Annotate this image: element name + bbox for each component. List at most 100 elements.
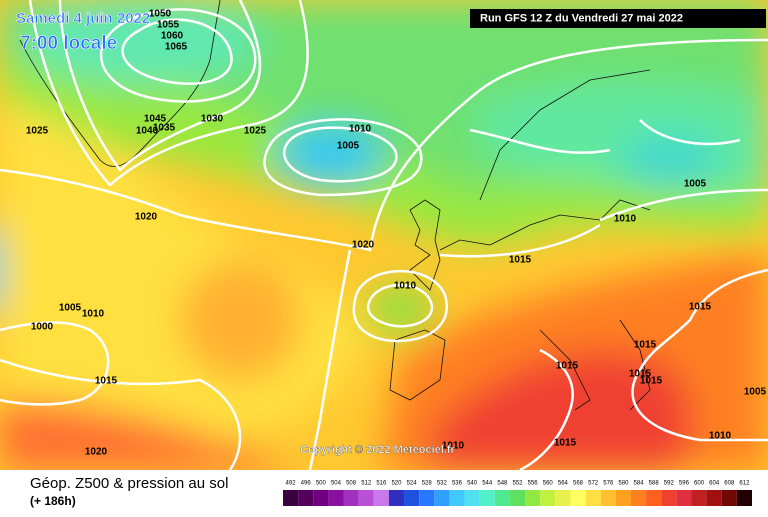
scale-label: 596	[679, 481, 690, 487]
scale-swatch	[404, 490, 420, 506]
isobar-label: 1035	[153, 123, 176, 134]
scale-label: 564	[558, 481, 569, 487]
scale-swatch	[525, 490, 541, 506]
scale-label: 540	[467, 481, 478, 487]
scale-swatch	[388, 490, 405, 506]
scale-label: 576	[603, 481, 614, 487]
isobar-label: 1010	[82, 309, 105, 320]
scale-swatch	[540, 490, 556, 506]
footer-subtitle: (+ 186h)	[30, 494, 76, 508]
scale-swatch	[600, 490, 616, 506]
isobar-label: 1015	[689, 302, 712, 313]
copyright: Copyright © 2022 Meteociel.fr	[300, 444, 456, 456]
scale-swatch	[328, 490, 344, 506]
scale-label: 512	[361, 481, 372, 487]
scale-label: 508	[346, 481, 357, 487]
isobar-label: 1020	[135, 212, 158, 223]
isobar-label: 1010	[394, 281, 417, 292]
isobar-label: 1025	[26, 126, 49, 137]
scale-swatch	[419, 490, 435, 506]
isobar-label: 1010	[614, 214, 637, 225]
scale-label: 568	[573, 481, 584, 487]
scale-swatch	[494, 490, 510, 506]
scale-label: 592	[664, 481, 675, 487]
scale-label: 536	[452, 481, 463, 487]
scale-swatch	[298, 490, 314, 506]
scale-swatch	[706, 490, 722, 506]
scale-label: 556	[528, 481, 539, 487]
scale-label: 528	[422, 481, 433, 487]
time-label: 7:00 locale	[20, 33, 117, 54]
run-box	[470, 9, 766, 28]
isobar-label: 1015	[634, 340, 657, 351]
scale-label: 612	[739, 481, 750, 487]
scale-label: 500	[316, 481, 327, 487]
scale-swatch	[646, 490, 662, 506]
isobar-label: 1015	[629, 369, 652, 380]
scale-swatch	[434, 490, 450, 506]
isobar-label: 1015	[509, 255, 532, 266]
scale-swatch	[343, 490, 359, 506]
run-label: Run GFS 12 Z du Vendredi 27 mai 2022	[480, 12, 683, 24]
scale-swatch	[373, 490, 389, 506]
isobar-label: 1065	[165, 42, 188, 53]
scale-swatch	[509, 490, 526, 506]
footer-title: Géop. Z500 & pression au sol	[30, 475, 228, 492]
scale-label: 532	[437, 481, 448, 487]
isobar-label: 1055	[157, 20, 180, 31]
scale-swatch	[676, 490, 692, 506]
isobar-label: 1005	[684, 179, 707, 190]
scale-label: 552	[512, 481, 523, 487]
isobar-label: 1000	[31, 322, 54, 333]
scale-label: 492	[286, 481, 297, 487]
isobar-label: 1020	[352, 240, 375, 251]
scale-label: 608	[724, 481, 735, 487]
scale-swatch	[736, 490, 752, 506]
scale-label: 548	[497, 481, 508, 487]
scale-label: 572	[588, 481, 599, 487]
scale-swatch	[570, 490, 586, 506]
isobar-label: 1015	[95, 376, 118, 387]
scale-swatch	[449, 490, 465, 506]
date-label: Samedi 4 juin 2022	[16, 10, 150, 27]
scale-label: 544	[482, 481, 493, 487]
map-area	[0, 0, 768, 470]
scale-swatch	[691, 490, 707, 506]
isobar-label: 1010	[442, 441, 465, 452]
scale-swatch	[283, 490, 299, 506]
scale-swatch	[630, 490, 647, 506]
isobar-label: 1015	[640, 376, 663, 387]
isobar-label: 1015	[556, 361, 579, 372]
scale-label: 496	[301, 481, 312, 487]
isobar-label: 1005	[59, 303, 82, 314]
scale-label: 604	[709, 481, 720, 487]
isobar-label: 1025	[244, 126, 267, 137]
scale-swatch	[615, 490, 631, 506]
color-scale: 492 496 500 504 508 512 516 520 524 528 532 536 540 5…	[283, 481, 752, 506]
isobar-label: 1030	[201, 114, 224, 125]
scale-label: 580	[618, 481, 629, 487]
isobar-label: 1060	[161, 31, 184, 42]
scale-swatch	[585, 490, 601, 506]
scale-swatch	[313, 490, 329, 506]
scale-swatch	[555, 490, 571, 506]
scale-label: 588	[649, 481, 660, 487]
isobar-label: 1010	[349, 124, 372, 135]
scale-swatch	[721, 490, 737, 506]
scale-label: 516	[376, 481, 387, 487]
scale-label: 560	[543, 481, 554, 487]
isobar-label: 1050	[149, 9, 172, 20]
scale-swatch	[479, 490, 495, 506]
scale-label: 600	[694, 481, 705, 487]
scale-swatch	[464, 490, 480, 506]
isobar-label: 1015	[554, 438, 577, 449]
scale-label: 524	[407, 481, 418, 487]
scale-label: 520	[391, 481, 402, 487]
isobar-label: 1045	[144, 114, 167, 125]
isobar-label: 1005	[744, 387, 767, 398]
isobar-label: 1005	[337, 141, 360, 152]
isobar-label: 1010	[709, 431, 732, 442]
isobar-label: 1040	[136, 126, 159, 137]
